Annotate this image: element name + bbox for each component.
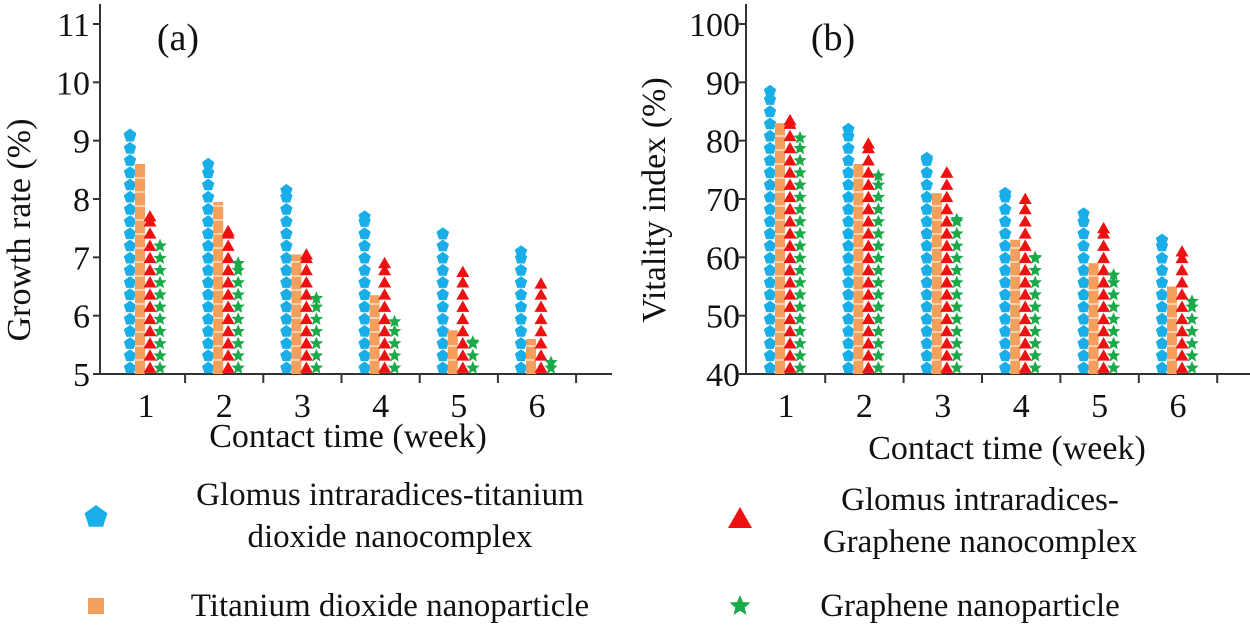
bar-tio2-week-1 <box>775 123 785 375</box>
legend-label: Graphene nanocomplex <box>822 524 1138 560</box>
x-tick-label: 4 <box>1013 388 1030 425</box>
bar-gi_tio2-week-3 <box>920 151 933 374</box>
legend-item-graphene: Graphene nanoparticle <box>770 585 1170 627</box>
bar-tio2-week-2 <box>853 164 864 374</box>
x-tick-label: 1 <box>138 388 155 425</box>
bar-gi_tio2-week-6 <box>514 245 528 374</box>
y-tick-label: 100 <box>689 7 740 44</box>
bar-graphene-week-2 <box>231 256 245 374</box>
y-tick-label: 6 <box>73 299 90 336</box>
bar-gi_graphene-week-3 <box>940 166 954 373</box>
legend-star-icon <box>729 595 751 615</box>
y-tick-label: 11 <box>57 7 90 44</box>
x-axis-title: Contact time (week) <box>868 430 1146 467</box>
bar-gi_graphene-week-1 <box>783 113 797 373</box>
bar-graphene-week-5 <box>1106 268 1121 374</box>
bar-tio2-week-3 <box>931 193 942 374</box>
x-tick-label: 6 <box>529 388 546 425</box>
x-tick-label: 5 <box>1091 388 1108 425</box>
y-tick-label: 10 <box>56 65 90 102</box>
y-tick-label: 90 <box>706 65 740 102</box>
bar-gi_graphene-week-6 <box>1175 245 1189 373</box>
y-axis-title: Growth rate (%) <box>1 119 38 342</box>
legend-label: dioxide nanocomplex <box>247 519 533 555</box>
bar-graphene-week-3 <box>950 212 964 374</box>
bar-gi_tio2-week-1 <box>763 84 777 374</box>
legend-triangle-icon <box>728 507 752 528</box>
bar-tio2-week-5 <box>447 330 458 374</box>
bar-gi_graphene-week-1 <box>143 210 157 373</box>
x-tick-label: 2 <box>856 388 873 425</box>
legend-square-icon <box>88 598 104 614</box>
bar-gi_tio2-week-5 <box>436 227 449 374</box>
y-tick-label: 7 <box>73 240 90 277</box>
bar-gi_graphene-week-5 <box>456 265 470 373</box>
y-tick-label: 40 <box>706 357 740 394</box>
bar-graphene-week-6 <box>1185 294 1199 374</box>
y-axis-title: Vitality index (%) <box>636 77 673 322</box>
bar-gi_tio2-week-3 <box>280 183 293 374</box>
bar-gi_tio2-week-2 <box>202 157 215 374</box>
bar-tio2-week-6 <box>1167 286 1177 374</box>
bar-tio2-week-4 <box>369 295 380 374</box>
bar-tio2-week-1 <box>135 164 145 374</box>
bar-graphene-week-1 <box>793 130 807 374</box>
bar-gi_tio2-week-6 <box>1155 233 1169 374</box>
chart-panel-b: 40 50 60 70 80 90 100 1 2 3 4 5 6 Contact time (week)… <box>636 4 1250 467</box>
y-tick-label: 50 <box>706 299 740 336</box>
bar-gi_graphene-week-2 <box>221 224 235 373</box>
bar-graphene-week-5 <box>466 335 480 374</box>
bar-tio2-week-5 <box>1088 263 1099 374</box>
bar-tio2-week-4 <box>1010 239 1021 374</box>
bar-tio2-week-6 <box>526 339 536 374</box>
bar-graphene-week-2 <box>871 168 886 374</box>
x-axis-title: Contact time (week) <box>209 418 487 455</box>
bar-tio2-week-3 <box>291 254 302 374</box>
bar-gi_tio2-week-4 <box>358 210 371 374</box>
bar-gi_tio2-week-2 <box>842 122 855 374</box>
x-tick-label: 5 <box>450 388 467 425</box>
bar-graphene-week-6 <box>544 355 558 374</box>
x-tick-label: 3 <box>934 388 951 425</box>
bar-gi_graphene-week-6 <box>534 277 548 373</box>
legend-label: Graphene nanoparticle <box>820 588 1120 624</box>
y-tick-label: 60 <box>706 240 740 277</box>
panel-label: (b) <box>811 17 855 59</box>
bar-tio2-week-2 <box>213 201 224 374</box>
y-tick-label: 70 <box>706 182 740 219</box>
legend-label: Glomus intraradices-titanium <box>196 477 584 513</box>
bar-graphene-week-1 <box>153 238 167 374</box>
x-tick-label: 1 <box>778 388 795 425</box>
x-tick-label: 2 <box>216 388 233 425</box>
y-tick-label: 5 <box>73 357 90 394</box>
bar-gi_graphene-week-5 <box>1097 221 1111 373</box>
bar-gi_tio2-week-1 <box>123 128 137 374</box>
bar-graphene-week-4 <box>387 314 402 374</box>
legend-label: Titanium dioxide nanoparticle <box>190 588 590 624</box>
x-tick-label: 4 <box>372 388 389 425</box>
bar-gi_graphene-week-4 <box>378 256 392 373</box>
y-tick-label: 9 <box>73 124 90 161</box>
x-tick-label: 3 <box>294 388 311 425</box>
panel-label: (a) <box>157 17 199 59</box>
bar-gi_graphene-week-2 <box>861 137 875 373</box>
y-tick-label: 8 <box>73 182 90 219</box>
y-tick-label: 80 <box>706 124 740 161</box>
legend-label: Glomus intraradices- <box>841 482 1119 518</box>
bar-gi_graphene-week-3 <box>299 248 313 373</box>
legend-item-gi_tio2: Glomus intraradices-titanium dioxide nano… <box>135 474 645 558</box>
x-tick-label: 6 <box>1170 388 1187 425</box>
legend-pentagon-icon <box>84 505 108 527</box>
bar-graphene-week-3 <box>309 291 324 374</box>
bar-graphene-week-4 <box>1028 250 1042 374</box>
bar-gi_tio2-week-5 <box>1077 207 1090 374</box>
legend-item-tio2: Titanium dioxide nanoparticle <box>135 585 645 627</box>
bar-gi_graphene-week-4 <box>1018 192 1032 373</box>
bar-gi_tio2-week-4 <box>999 186 1012 374</box>
legend-item-gi_graphene: Glomus intraradices- Graphene nanocomplex <box>770 479 1190 563</box>
